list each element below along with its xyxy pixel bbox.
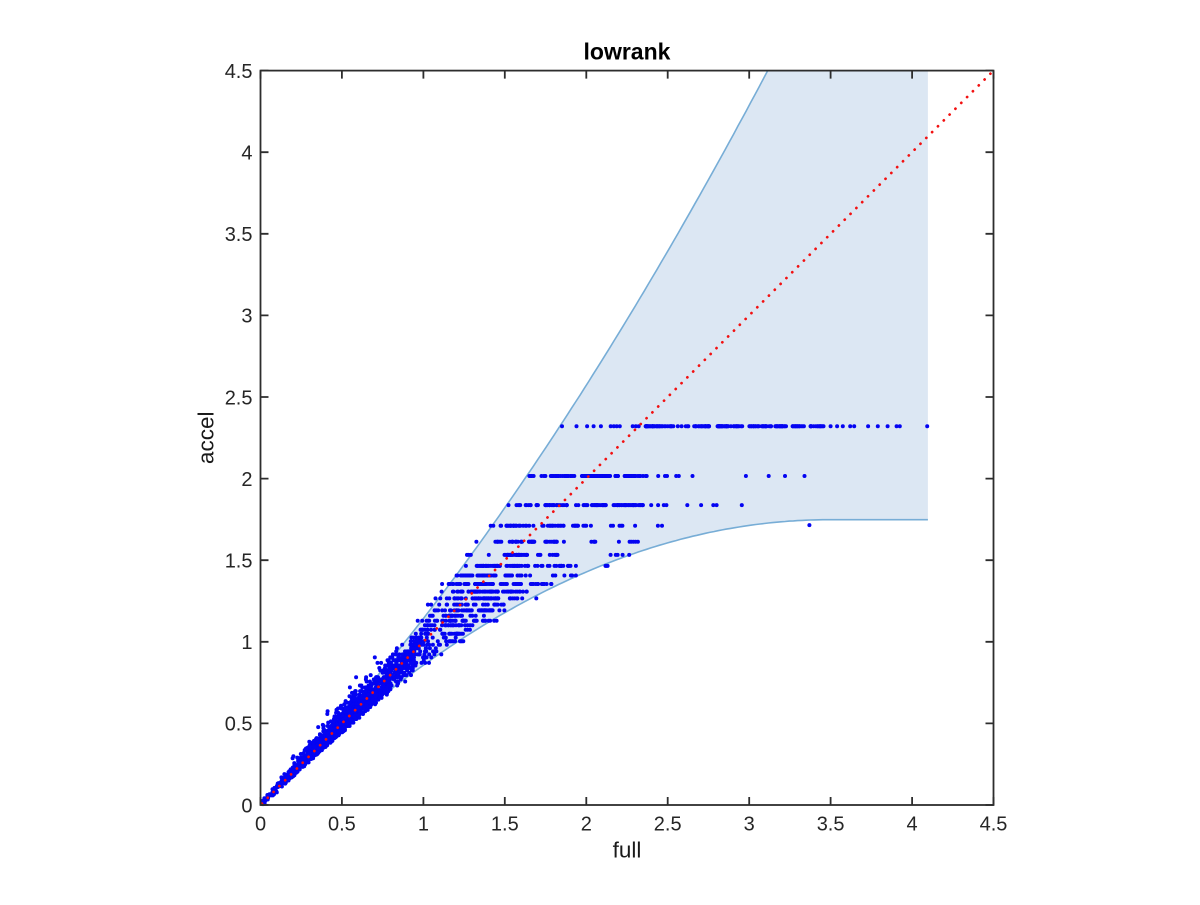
svg-text:4.5: 4.5 xyxy=(980,814,1008,836)
svg-text:4: 4 xyxy=(907,814,918,836)
svg-text:3.5: 3.5 xyxy=(817,814,845,836)
svg-text:0: 0 xyxy=(255,814,266,836)
svg-text:full: full xyxy=(613,838,642,863)
svg-text:4: 4 xyxy=(241,143,252,165)
svg-text:3: 3 xyxy=(241,306,252,328)
svg-text:2.5: 2.5 xyxy=(654,814,682,836)
svg-text:2: 2 xyxy=(581,814,592,836)
svg-text:2.5: 2.5 xyxy=(225,387,253,409)
svg-text:lowrank: lowrank xyxy=(584,39,671,65)
svg-text:4.5: 4.5 xyxy=(225,61,253,83)
svg-text:1: 1 xyxy=(241,632,252,654)
svg-text:1: 1 xyxy=(418,814,429,836)
svg-text:3: 3 xyxy=(744,814,755,836)
svg-text:3.5: 3.5 xyxy=(225,224,253,246)
svg-text:0: 0 xyxy=(241,795,252,817)
svg-text:0.5: 0.5 xyxy=(328,814,356,836)
svg-text:0.5: 0.5 xyxy=(225,714,253,736)
svg-text:accel: accel xyxy=(194,412,219,465)
svg-text:2: 2 xyxy=(241,469,252,491)
svg-text:1.5: 1.5 xyxy=(225,551,253,573)
svg-text:1.5: 1.5 xyxy=(491,814,519,836)
